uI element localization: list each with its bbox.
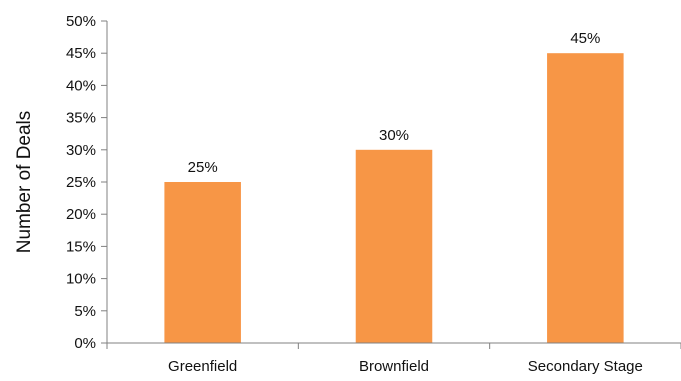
y-tick-label: 45%: [66, 45, 96, 62]
bar-brownfield: [355, 149, 433, 343]
bar-secondary-stage: [547, 53, 624, 343]
x-axis-categories: Greenfield Brownfield Secondary Stage: [168, 358, 643, 375]
y-tick-label: 35%: [66, 110, 96, 127]
bars: [164, 53, 624, 343]
data-labels: 25% 30% 45%: [188, 30, 601, 176]
data-label-secondary-stage: 45%: [570, 30, 600, 47]
data-label-brownfield: 30%: [379, 127, 409, 144]
y-tick-label: 20%: [66, 206, 96, 223]
x-category-label: Brownfield: [359, 358, 429, 375]
y-axis-ticks: 0% 5% 10% 15% 20% 25% 30% 35% 40% 45% 50%: [66, 13, 681, 352]
y-tick-label: 5%: [74, 303, 96, 320]
y-tick-label: 50%: [66, 13, 96, 30]
bar-greenfield: [164, 182, 241, 343]
data-label-greenfield: 25%: [188, 159, 218, 176]
y-tick-label: 30%: [66, 142, 96, 159]
y-axis-title: Number of Deals: [14, 111, 35, 254]
x-category-label: Greenfield: [168, 358, 237, 375]
y-tick-label: 10%: [66, 271, 96, 288]
y-tick-label: 0%: [74, 335, 96, 352]
y-tick-label: 40%: [66, 77, 96, 94]
y-tick-label: 25%: [66, 174, 96, 191]
x-category-label: Secondary Stage: [528, 358, 643, 375]
y-tick-label: 15%: [66, 238, 96, 255]
